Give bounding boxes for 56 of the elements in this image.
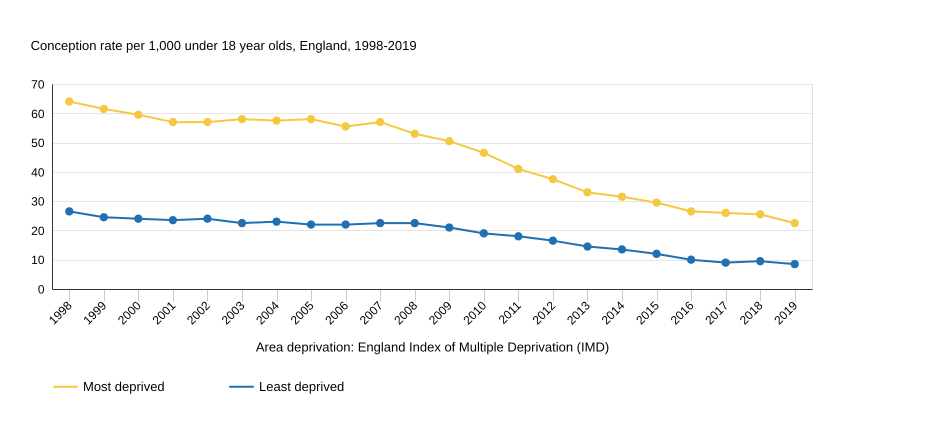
point: [721, 258, 730, 267]
point: [583, 242, 592, 251]
y-tick-label: 30: [31, 194, 45, 209]
point: [618, 192, 626, 201]
y-tick-label: 0: [38, 282, 45, 296]
point: [376, 118, 384, 126]
point: [238, 114, 246, 124]
point: [618, 245, 626, 254]
point: [686, 256, 696, 264]
point: [514, 164, 523, 174]
chart-title: Conception rate per 1,000 under 18 year olds, England, 1998-2019: [30, 38, 417, 53]
point: [790, 218, 799, 228]
y-tick-label: 60: [31, 106, 45, 121]
point: [514, 232, 523, 240]
point: [341, 220, 350, 229]
point: [100, 104, 108, 114]
point: [238, 218, 246, 228]
point: [480, 148, 488, 157]
point: [445, 223, 454, 232]
y-tick-label: 10: [31, 253, 45, 268]
point: [583, 188, 592, 197]
point: [790, 260, 799, 268]
point: [376, 218, 384, 228]
y-tick-label: 20: [31, 224, 45, 238]
point: [272, 217, 281, 226]
point: [168, 118, 178, 126]
point: [65, 207, 74, 216]
point: [203, 214, 212, 223]
point: [203, 118, 212, 126]
point: [548, 175, 558, 184]
point: [548, 236, 558, 245]
point: [134, 214, 143, 223]
point: [100, 213, 108, 222]
point: [306, 220, 316, 229]
y-tick-label: 40: [31, 165, 45, 180]
point: [756, 257, 764, 266]
legend-label: Least deprived: [259, 378, 344, 394]
legend-label: Most deprived: [83, 378, 165, 394]
point: [756, 210, 764, 218]
point: [652, 198, 661, 207]
point: [410, 218, 419, 228]
y-tick-label: 70: [31, 78, 45, 92]
y-tick-label: 50: [31, 136, 45, 150]
point: [168, 216, 178, 224]
point: [134, 110, 143, 119]
point: [652, 250, 661, 258]
point: [480, 229, 488, 238]
point: [445, 136, 454, 146]
point: [721, 208, 730, 218]
point: [65, 97, 74, 106]
point: [341, 122, 350, 131]
point: [272, 116, 281, 125]
point: [686, 207, 696, 216]
point: [306, 114, 316, 124]
point: [410, 130, 419, 138]
x-axis-title: Area deprivation: England Index of Multiple Deprivation (IMD): [256, 340, 610, 355]
